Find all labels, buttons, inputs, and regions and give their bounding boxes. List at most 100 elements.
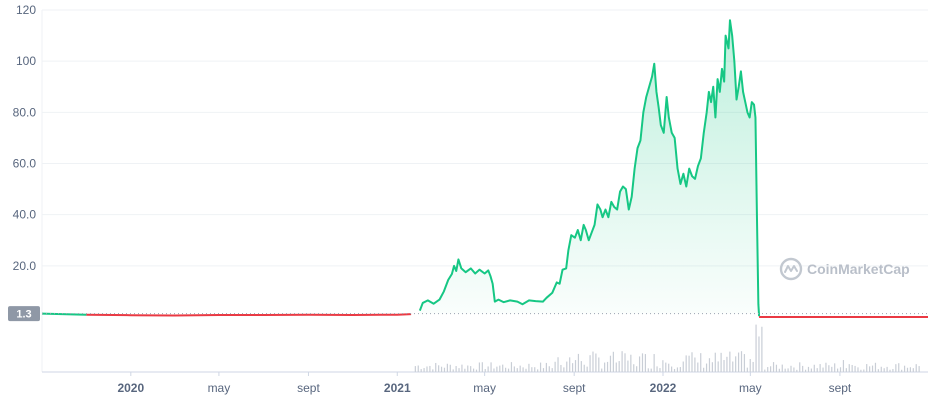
- volume-bar-160: [880, 366, 882, 372]
- volume-bar-24: [484, 369, 486, 372]
- volume-bar-41: [534, 367, 536, 372]
- volume-bar-63: [598, 357, 600, 372]
- volume-bar-7: [435, 362, 437, 372]
- volume-bar-46: [548, 366, 550, 372]
- volume-bar-88: [671, 366, 673, 372]
- watermark: CoinMarketCap: [779, 257, 910, 281]
- volume-bar-51: [563, 367, 565, 372]
- volume-bar-166: [898, 363, 900, 372]
- volume-bar-93: [685, 355, 687, 372]
- volume-bar-152: [857, 367, 859, 372]
- volume-bar-48: [554, 361, 556, 372]
- volume-bar-73: [627, 360, 629, 372]
- x-tick-label-2: sept: [297, 381, 320, 395]
- volume-bar-53: [569, 357, 571, 372]
- volume-bar-99: [703, 367, 705, 372]
- volume-bar-80: [647, 368, 649, 372]
- current-price-badge: 1.3: [8, 306, 40, 322]
- volume-bar-4: [426, 366, 428, 372]
- volume-bar-87: [668, 363, 670, 372]
- volume-bar-72: [624, 353, 626, 372]
- volume-bar-12: [449, 364, 451, 372]
- volume-bar-81: [650, 368, 652, 372]
- volume-bar-50: [560, 364, 562, 372]
- volume-bar-137: [813, 364, 815, 372]
- coinmarketcap-logo-icon: [779, 257, 803, 281]
- x-tick-label-1: may: [208, 381, 231, 395]
- volume-bar-125: [778, 368, 780, 372]
- volume-bar-141: [825, 362, 827, 372]
- volume-bar-39: [528, 363, 530, 372]
- volume-bar-144: [834, 363, 836, 372]
- volume-bar-2: [420, 369, 422, 372]
- current-price-badge-text: 1.3: [16, 309, 31, 321]
- volume-bar-84: [659, 368, 661, 372]
- volume-bar-164: [892, 368, 894, 372]
- volume-bar-78: [641, 353, 644, 372]
- volume-bar-104: [717, 361, 719, 372]
- volume-bar-170: [909, 367, 911, 372]
- volume-bar-161: [883, 368, 885, 372]
- volume-bar-22: [478, 362, 481, 372]
- volume-bar-15: [458, 368, 460, 372]
- volume-bar-79: [644, 354, 647, 372]
- volume-bar-132: [799, 362, 801, 372]
- volume-bar-5: [429, 365, 431, 372]
- volume-bar-133: [802, 365, 804, 372]
- volume-bar-40: [531, 367, 533, 372]
- volume-bar-14: [455, 366, 457, 372]
- volume-bar-146: [839, 367, 842, 372]
- volume-bar-143: [831, 366, 833, 372]
- volume-bar-100: [705, 363, 708, 372]
- volume-bar-148: [845, 368, 847, 372]
- volume-bar-96: [694, 357, 696, 372]
- price-area: [419, 20, 760, 317]
- volume-bar-108: [729, 351, 731, 372]
- volume-bar-131: [796, 369, 798, 372]
- volume-bar-68: [612, 351, 614, 372]
- volume-bar-37: [522, 367, 524, 372]
- volume-bar-145: [836, 368, 839, 372]
- volume-bar-154: [863, 369, 865, 372]
- price-line-early: [86, 313, 412, 317]
- volume-bar-111: [737, 352, 740, 372]
- volume-bar-17: [464, 368, 466, 372]
- x-tick-label-3: 2021: [384, 381, 411, 395]
- volume-bar-138: [816, 368, 818, 372]
- x-tick-label-6: 2022: [650, 381, 677, 395]
- volume-bar-94: [688, 355, 690, 372]
- volume-bar-106: [723, 360, 725, 372]
- volume-bar-116: [752, 361, 754, 372]
- volume-bar-119: [761, 326, 763, 372]
- volume-bar-117: [755, 324, 757, 372]
- volume-bar-20: [472, 368, 475, 372]
- volume-bar-28: [496, 366, 498, 372]
- volume-bar-86: [665, 362, 667, 372]
- volume-bar-115: [749, 359, 751, 372]
- volume-bar-6: [432, 369, 434, 372]
- volume-bar-92: [682, 361, 684, 372]
- volume-bar-171: [912, 368, 914, 372]
- volume-bar-122: [770, 366, 772, 372]
- volume-bar-105: [720, 352, 722, 372]
- volume-bar-120: [764, 369, 766, 372]
- volume-bar-149: [848, 364, 850, 372]
- volume-bar-9: [440, 366, 443, 372]
- volume-bar-47: [551, 368, 553, 372]
- volume-bar-29: [499, 365, 501, 372]
- volume-bar-134: [804, 369, 807, 372]
- volume-bar-19: [470, 366, 472, 372]
- x-tick-label-7: may: [739, 381, 762, 395]
- volume-bar-150: [851, 364, 853, 372]
- volume-bar-156: [869, 366, 871, 372]
- price-line-start: [41, 312, 87, 316]
- volume-bar-75: [633, 364, 635, 372]
- volume-bar-62: [595, 353, 597, 372]
- volume-bar-33: [510, 362, 513, 372]
- volume-bar-142: [828, 365, 830, 372]
- volume-bar-67: [609, 355, 612, 372]
- volume-bar-135: [807, 366, 810, 372]
- volume-bar-31: [505, 367, 507, 372]
- y-tick-label-5: 120: [16, 3, 36, 17]
